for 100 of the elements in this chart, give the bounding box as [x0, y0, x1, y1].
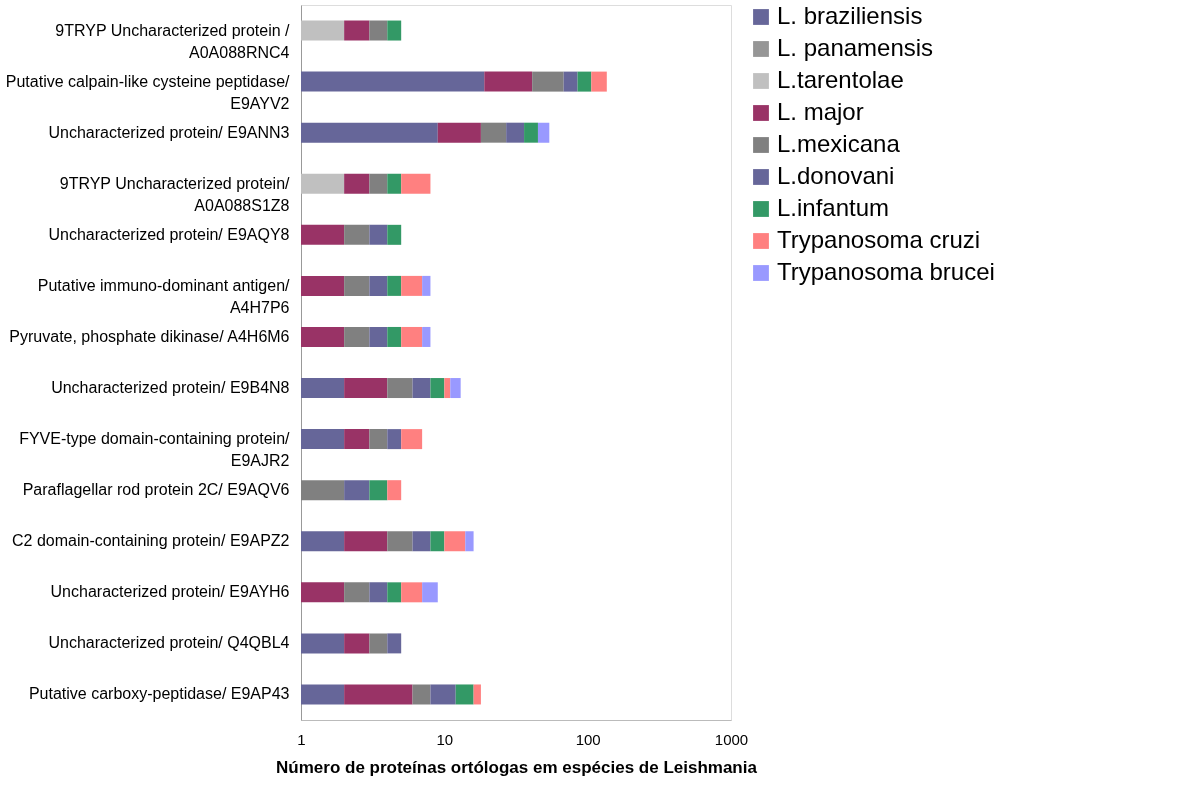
- legend-label: L.tarentolae: [777, 66, 904, 93]
- bar: [301, 633, 345, 654]
- y-tick-label: Uncharacterized protein/ Q4QBL4: [48, 634, 290, 652]
- x-axis-title: Número de proteínas ortólogas em espécies de Leishmania: [276, 757, 758, 777]
- bar: [369, 633, 388, 654]
- bar: [369, 582, 388, 603]
- bar: [387, 480, 402, 501]
- x-tick-label: 10: [436, 730, 454, 748]
- bar: [401, 275, 423, 296]
- bar: [480, 122, 507, 143]
- bar: [369, 429, 388, 450]
- bar: [301, 378, 345, 399]
- bar: [412, 684, 431, 705]
- bar: [437, 122, 481, 143]
- y-tick-label: Paraflagellar rod protein 2C/ E9AQV6: [22, 481, 290, 499]
- bar: [387, 20, 402, 41]
- bar: [387, 633, 402, 654]
- bar: [301, 531, 345, 552]
- y-tick-label: Pyruvate, phosphate dikinase/ A4H6M6: [9, 327, 290, 345]
- bar: [563, 71, 578, 92]
- bar: [301, 684, 345, 705]
- y-tick-label: Putative calpain-like cysteine peptidase/ E9AYV2: [5, 72, 291, 112]
- bar: [344, 224, 370, 245]
- bar: [301, 71, 485, 92]
- bar: [344, 582, 370, 603]
- bar: [532, 71, 564, 92]
- bar: [444, 531, 466, 552]
- bar: [344, 173, 370, 194]
- bar: [401, 326, 423, 347]
- bar: [301, 480, 345, 501]
- legend-label: Trypanosoma cruzi: [777, 226, 981, 253]
- bar: [301, 224, 345, 245]
- y-tick-label: Putative carboxy-peptidase/ E9AP43: [28, 685, 290, 703]
- bar: [387, 582, 402, 603]
- legend-label: L.mexicana: [777, 130, 901, 157]
- bar: [524, 122, 538, 143]
- bar: [412, 378, 431, 399]
- bar: [344, 378, 388, 399]
- bar: [422, 582, 438, 603]
- bar: [473, 684, 481, 705]
- bar: [412, 531, 431, 552]
- y-tick-label: Uncharacterized protein/ E9AQY8: [48, 225, 290, 243]
- bar: [387, 326, 402, 347]
- bar: [387, 275, 402, 296]
- bar: [422, 275, 431, 296]
- legend-label: L. braziliensis: [777, 2, 923, 29]
- bar: [387, 429, 402, 450]
- bar: [577, 71, 592, 92]
- bar: [387, 378, 413, 399]
- legend-label: L. major: [777, 98, 864, 125]
- bar: [301, 20, 345, 41]
- bar: [344, 633, 370, 654]
- bar: [344, 20, 370, 41]
- y-tick-label: Uncharacterized protein/ E9AYH6: [50, 583, 290, 601]
- bar: [369, 224, 388, 245]
- bar: [344, 531, 388, 552]
- bar: [430, 378, 445, 399]
- bar: [369, 173, 388, 194]
- x-tick-label: 1000: [714, 730, 749, 748]
- bar: [344, 684, 413, 705]
- bar: [387, 173, 402, 194]
- x-tick-label: 100: [575, 730, 601, 748]
- bar: [450, 378, 461, 399]
- x-tick-label: 1: [297, 730, 306, 748]
- bar: [422, 326, 431, 347]
- bar: [301, 582, 345, 603]
- bar: [591, 71, 607, 92]
- y-tick-label: Putative immuno-dominant antigen/ A4H7P6: [37, 276, 291, 316]
- bar: [301, 275, 345, 296]
- bar: [369, 275, 388, 296]
- bar: [369, 20, 388, 41]
- legend-label: Trypanosoma brucei: [777, 258, 995, 285]
- bar: [344, 429, 370, 450]
- y-tick-label: 9TRYP Uncharacterized protein/ A0A088S1Z8: [59, 174, 291, 214]
- bar: [387, 531, 413, 552]
- bar: [369, 480, 388, 501]
- bar: [344, 326, 370, 347]
- bar: [401, 173, 431, 194]
- bar: [344, 275, 370, 296]
- legend-label: L.infantum: [777, 194, 890, 221]
- y-tick-label: Uncharacterized protein/ E9ANN3: [48, 123, 290, 141]
- bar: [387, 224, 402, 245]
- bar: [430, 531, 445, 552]
- bar: [465, 531, 474, 552]
- bar: [401, 429, 423, 450]
- bar: [484, 71, 533, 92]
- bar: [455, 684, 474, 705]
- bar: [301, 429, 345, 450]
- bar: [537, 122, 550, 143]
- y-tick-label: C2 domain-containing protein/ E9APZ2: [12, 532, 290, 550]
- bar: [301, 326, 345, 347]
- y-tick-label: Uncharacterized protein/ E9B4N8: [51, 379, 290, 397]
- bar: [430, 684, 456, 705]
- bar: [301, 173, 345, 194]
- bar: [401, 582, 423, 603]
- bar: [344, 480, 370, 501]
- bar: [444, 378, 451, 399]
- bar: [369, 326, 388, 347]
- bar: [301, 122, 438, 143]
- legend-label: L. panamensis: [777, 34, 934, 61]
